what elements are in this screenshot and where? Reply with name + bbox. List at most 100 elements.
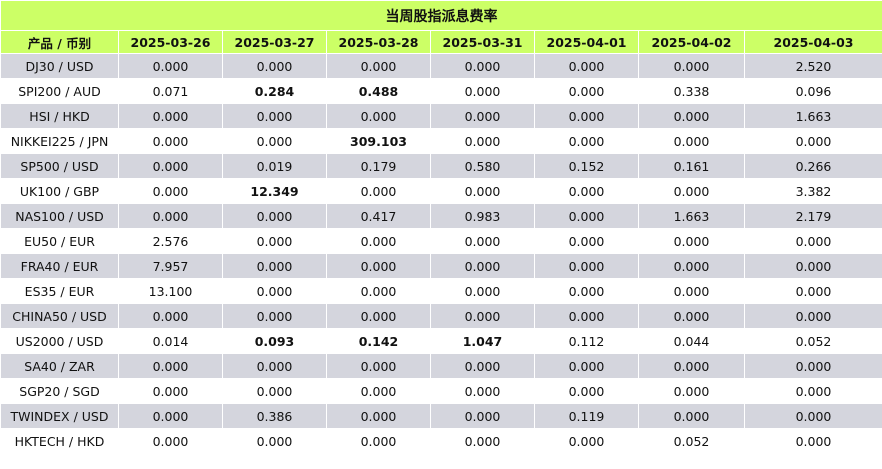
table-row: HSI / HKD 0.000 0.000 0.000 0.000 0.000 0.000 1… — [0, 103, 882, 129]
rate-cell: 0.000 — [534, 78, 639, 104]
table-row: SP500 / USD 0.000 0.019 0.179 0.580 0.152 0.16… — [0, 153, 882, 179]
rate-cell: 0.000 — [534, 53, 639, 79]
rate-cell: 0.119 — [534, 403, 639, 429]
rate-cell: 3.382 — [744, 178, 882, 204]
rate-cell: 0.000 — [222, 128, 327, 154]
rate-cell: 0.000 — [744, 428, 882, 454]
rate-cell: 0.019 — [222, 153, 327, 179]
rate-cell: 0.000 — [744, 228, 882, 254]
rate-cell: 0.000 — [430, 128, 535, 154]
rate-cell: 0.000 — [222, 228, 327, 254]
table-row: SPI200 / AUD 0.071 0.284 0.488 0.000 0.000 0.3… — [0, 78, 882, 104]
rate-cell: 0.014 — [118, 328, 223, 354]
rate-cell: 0.000 — [638, 378, 745, 404]
rate-cell: 0.000 — [326, 178, 431, 204]
product-name-cell: TWINDEX / USD — [0, 403, 119, 429]
product-name-cell: SP500 / USD — [0, 153, 119, 179]
table-title: 当周股指派息费率 — [0, 0, 882, 31]
rate-cell: 0.000 — [326, 428, 431, 454]
rate-cell: 0.000 — [744, 378, 882, 404]
rate-cell: 0.000 — [222, 53, 327, 79]
rate-cell: 0.000 — [638, 403, 745, 429]
product-name-cell: ES35 / EUR — [0, 278, 119, 304]
column-header-product: 产品 / 币别 — [0, 30, 119, 54]
rate-cell: 0.000 — [534, 303, 639, 329]
table-row: SGP20 / SGD 0.000 0.000 0.000 0.000 0.000 0.00… — [0, 378, 882, 404]
product-name-cell: SPI200 / AUD — [0, 78, 119, 104]
rate-cell: 0.000 — [430, 253, 535, 279]
rate-cell: 0.000 — [430, 378, 535, 404]
rate-cell: 0.000 — [430, 178, 535, 204]
rate-cell: 0.000 — [118, 153, 223, 179]
product-name-cell: CHINA50 / USD — [0, 303, 119, 329]
rate-cell: 0.580 — [430, 153, 535, 179]
rate-cell: 1.663 — [744, 103, 882, 129]
rate-cell: 0.338 — [638, 78, 745, 104]
column-header-date: 2025-04-01 — [534, 30, 639, 54]
rate-cell: 0.000 — [638, 103, 745, 129]
table-row: EU50 / EUR 2.576 0.000 0.000 0.000 0.000 0.000… — [0, 228, 882, 254]
rate-cell: 0.000 — [430, 103, 535, 129]
rate-cell: 0.000 — [118, 103, 223, 129]
product-name-cell: EU50 / EUR — [0, 228, 119, 254]
rate-cell: 0.000 — [430, 278, 535, 304]
rate-cell: 0.052 — [638, 428, 745, 454]
rate-cell: 0.000 — [430, 403, 535, 429]
rate-cell: 0.000 — [326, 403, 431, 429]
table-row: NAS100 / USD 0.000 0.000 0.417 0.983 0.000 1.6… — [0, 203, 882, 229]
rate-cell: 309.103 — [326, 128, 431, 154]
rate-cell: 0.000 — [744, 353, 882, 379]
rate-cell: 0.000 — [638, 128, 745, 154]
table-row: UK100 / GBP 0.000 12.349 0.000 0.000 0.000 0.0… — [0, 178, 882, 204]
rate-cell: 0.000 — [430, 428, 535, 454]
table-row: TWINDEX / USD 0.000 0.386 0.000 0.000 0.119 0.… — [0, 403, 882, 429]
product-name-cell: US2000 / USD — [0, 328, 119, 354]
rate-cell: 0.000 — [534, 428, 639, 454]
rate-cell: 0.071 — [118, 78, 223, 104]
rate-cell: 0.000 — [326, 103, 431, 129]
rate-cell: 0.000 — [118, 53, 223, 79]
rate-cell: 0.000 — [118, 378, 223, 404]
table-row: NIKKEI225 / JPN 0.000 0.000 309.103 0.000 0.0… — [0, 128, 882, 154]
rate-cell: 2.576 — [118, 228, 223, 254]
rate-cell: 0.000 — [638, 303, 745, 329]
product-name-cell: SGP20 / SGD — [0, 378, 119, 404]
rate-cell: 0.000 — [744, 128, 882, 154]
rate-cell: 0.000 — [118, 303, 223, 329]
rate-cell: 0.000 — [222, 428, 327, 454]
rate-cell: 0.000 — [534, 353, 639, 379]
rate-cell: 0.052 — [744, 328, 882, 354]
column-header-date: 2025-03-31 — [430, 30, 535, 54]
rate-cell: 0.152 — [534, 153, 639, 179]
rate-cell: 0.000 — [326, 353, 431, 379]
rate-cell: 0.000 — [118, 403, 223, 429]
rate-cell: 0.000 — [326, 378, 431, 404]
rate-cell: 0.000 — [118, 128, 223, 154]
rate-cell: 0.983 — [430, 203, 535, 229]
rate-cell: 0.000 — [326, 303, 431, 329]
rate-cell: 0.417 — [326, 203, 431, 229]
rate-cell: 0.000 — [638, 353, 745, 379]
header-row: 产品 / 币别 2025-03-26 2025-03-27 2025-03-28 20… — [0, 30, 882, 54]
rate-cell: 0.000 — [118, 353, 223, 379]
rate-cell: 0.000 — [222, 378, 327, 404]
table-body: DJ30 / USD 0.000 0.000 0.000 0.000 0.000 0.000… — [0, 53, 882, 454]
product-name-cell: NAS100 / USD — [0, 203, 119, 229]
rate-cell: 0.000 — [222, 353, 327, 379]
rate-cell: 2.520 — [744, 53, 882, 79]
rate-cell: 0.096 — [744, 78, 882, 104]
rate-cell: 0.000 — [534, 103, 639, 129]
column-header-date: 2025-04-02 — [638, 30, 745, 54]
column-header-date: 2025-03-26 — [118, 30, 223, 54]
table-row: FRA40 / EUR 7.957 0.000 0.000 0.000 0.000 0.00… — [0, 253, 882, 279]
column-header-date: 2025-03-28 — [326, 30, 431, 54]
title-row: 当周股指派息费率 — [0, 0, 882, 31]
product-name-cell: HKTECH / HKD — [0, 428, 119, 454]
rate-cell: 0.000 — [430, 78, 535, 104]
rate-cell: 0.000 — [326, 253, 431, 279]
rate-cell: 0.000 — [534, 253, 639, 279]
rate-cell: 0.000 — [744, 278, 882, 304]
rate-cell: 0.000 — [534, 278, 639, 304]
rate-cell: 2.179 — [744, 203, 882, 229]
rate-cell: 0.000 — [430, 53, 535, 79]
